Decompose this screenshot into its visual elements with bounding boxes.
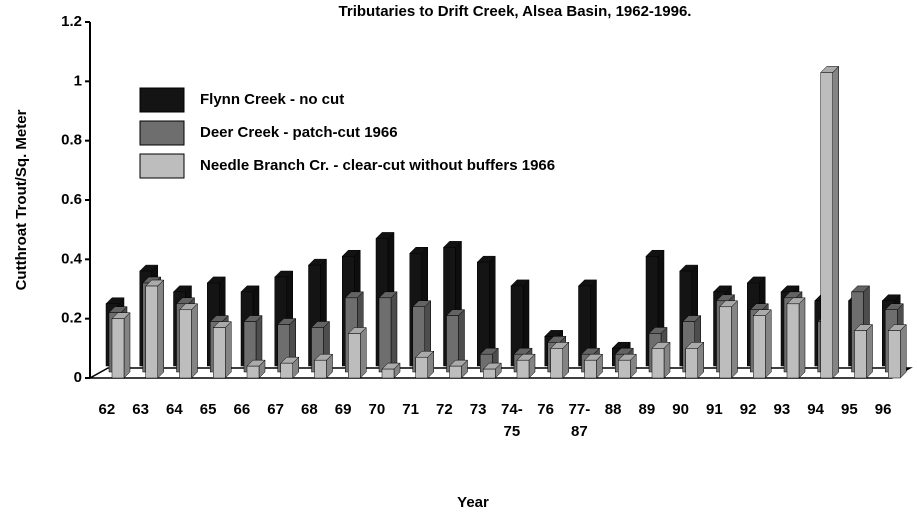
- bar: [854, 330, 867, 379]
- bar: [348, 333, 361, 379]
- y-tick-label: 0.4: [61, 250, 83, 267]
- bar: [314, 359, 327, 379]
- bar-side: [123, 312, 131, 379]
- x-tick-label: 62: [98, 401, 116, 418]
- bar: [378, 297, 392, 373]
- x-tick-label: 67: [267, 401, 284, 418]
- legend-swatch: [139, 120, 185, 146]
- legend-label: Flynn Creek - no cut: [200, 91, 344, 108]
- bar-side: [731, 300, 738, 379]
- bar: [618, 359, 631, 379]
- bar: [449, 365, 462, 379]
- bar-side: [225, 320, 232, 379]
- x-tick-label: 66: [233, 401, 251, 418]
- x-tick-label: 63: [132, 401, 149, 418]
- bar: [550, 348, 563, 379]
- bar: [719, 306, 732, 379]
- bar: [753, 315, 766, 379]
- x-tick-label: 89: [638, 401, 656, 418]
- bar: [381, 368, 395, 379]
- bar: [820, 72, 833, 379]
- x-tick-label: 68: [301, 401, 318, 418]
- bar: [685, 348, 698, 379]
- x-tick-label: 74-75: [501, 401, 523, 440]
- x-tick-label: 88: [604, 401, 622, 418]
- bar: [246, 365, 260, 379]
- x-tick-label: 76: [537, 401, 554, 418]
- chart-title: Tributaries to Drift Creek, Alsea Basin,…: [339, 3, 692, 20]
- bar: [888, 330, 901, 379]
- x-tick-label: 73: [469, 401, 487, 418]
- bar-side: [900, 323, 907, 379]
- legend-label: Deer Creek - patch-cut 1966: [200, 124, 398, 141]
- bar: [145, 285, 158, 379]
- bar: [111, 318, 125, 379]
- y-tick-label: 0.2: [61, 310, 82, 327]
- legend-swatch: [139, 87, 185, 113]
- bar-side: [360, 326, 367, 379]
- bar: [179, 309, 192, 379]
- bar: [516, 359, 530, 379]
- x-axis-label: Year: [457, 494, 489, 511]
- legend-label: Needle Branch Cr. - clear-cut without bu…: [200, 157, 555, 174]
- bar-side: [157, 279, 164, 379]
- x-tick-label: 94: [807, 401, 824, 418]
- x-tick-label: 69: [334, 401, 352, 418]
- x-tick-label: 72: [436, 401, 453, 418]
- x-tick-label: 65: [199, 401, 217, 418]
- y-axis-label: Cutthroat Trout/Sq. Meter: [13, 109, 30, 290]
- bar: [280, 362, 293, 379]
- x-tick-label: 90: [672, 401, 689, 418]
- x-tick-label: 70: [368, 401, 386, 418]
- x-tick-label: 92: [739, 401, 757, 418]
- bar: [651, 348, 665, 379]
- bar: [213, 327, 226, 379]
- bar: [483, 368, 496, 379]
- x-tick-label: 93: [773, 401, 791, 418]
- y-tick-label: 1.2: [61, 13, 82, 30]
- x-tick-label: 64: [166, 401, 183, 418]
- bar-side: [765, 309, 772, 379]
- y-tick-label: 0.8: [61, 132, 82, 149]
- bar-side: [798, 297, 806, 379]
- bar-side: [390, 291, 398, 373]
- bar: [786, 303, 800, 379]
- bar-side: [866, 323, 873, 379]
- legend-swatch: [139, 153, 185, 179]
- bar-side: [191, 303, 198, 379]
- x-tick-label: 77-87: [568, 401, 591, 440]
- y-tick-label: 0: [74, 369, 82, 386]
- x-tick-label: 91: [706, 401, 723, 418]
- x-tick-label: 71: [402, 401, 419, 418]
- y-tick-label: 0.6: [61, 191, 82, 208]
- y-tick-label: 1: [74, 72, 82, 89]
- bar-side: [832, 65, 839, 379]
- x-tick-label: 95: [841, 401, 858, 418]
- bar: [584, 359, 597, 379]
- x-tick-label: 96: [874, 401, 892, 418]
- bar: [415, 356, 428, 379]
